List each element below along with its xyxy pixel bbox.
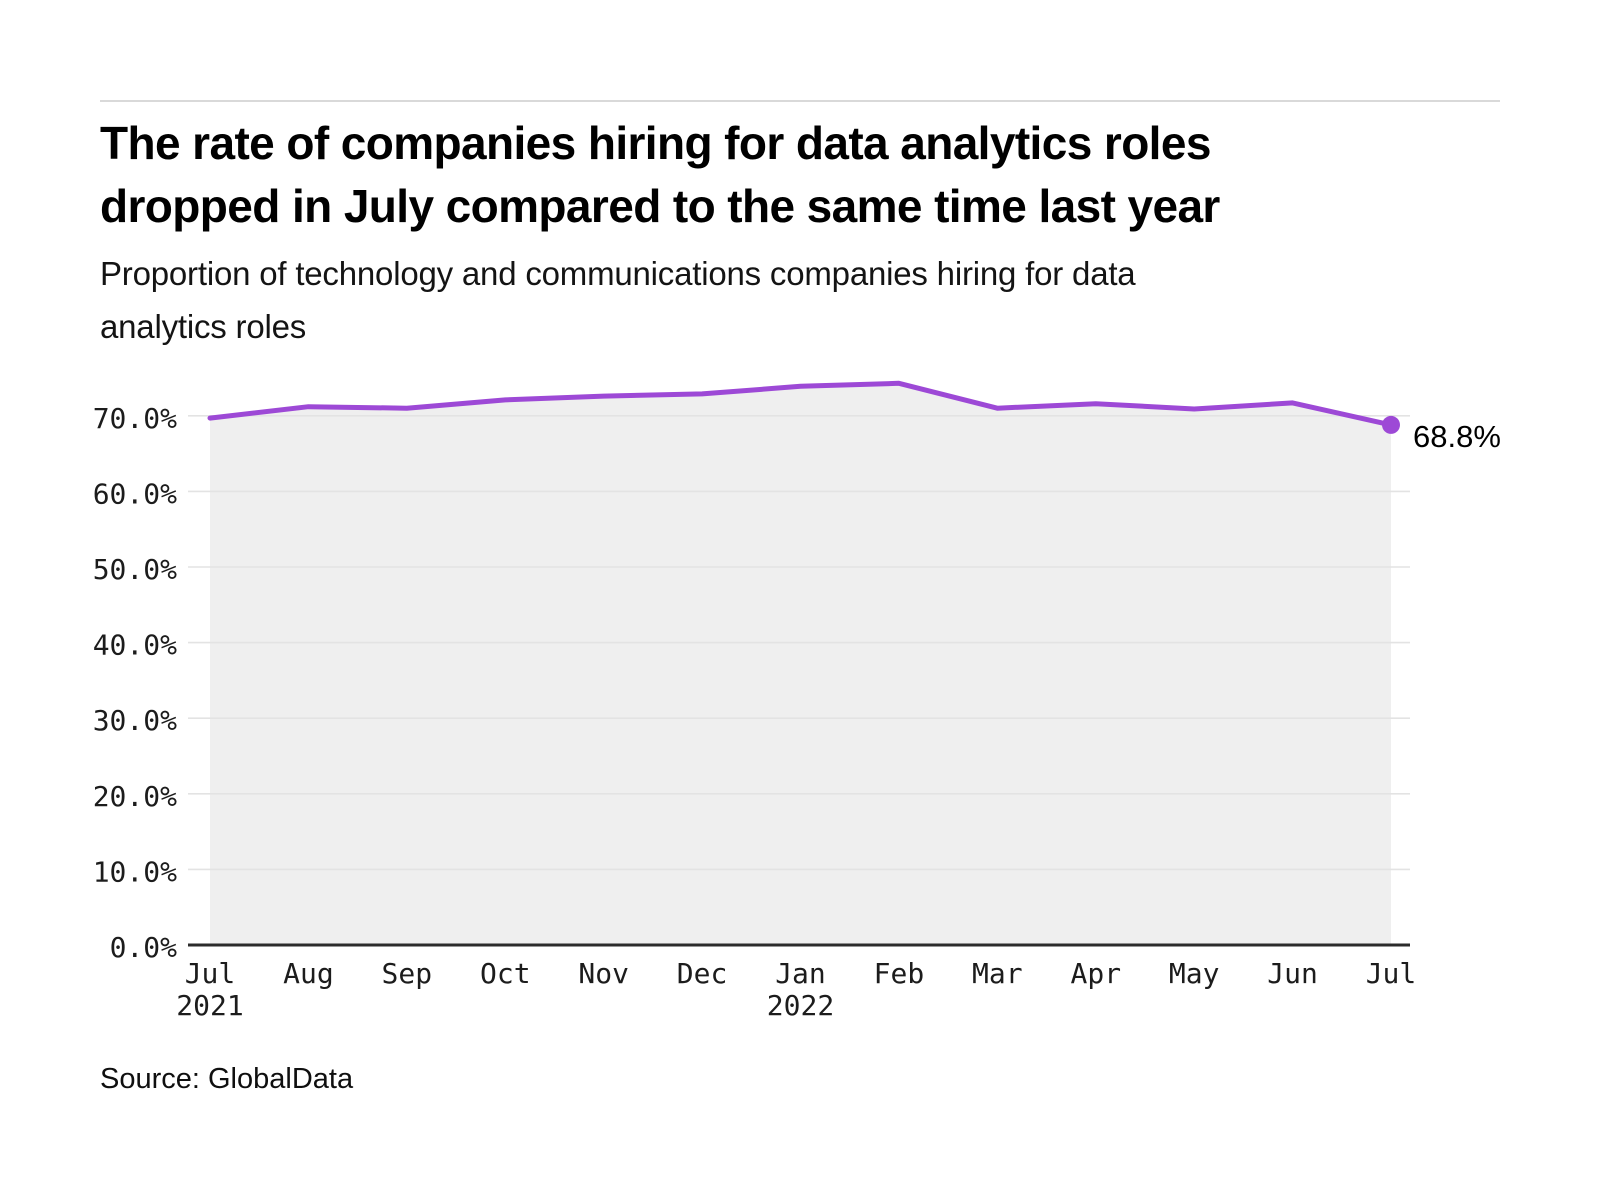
- y-tick-label-10: 10.0%: [93, 855, 177, 888]
- y-tick-label-70: 70.0%: [93, 402, 177, 435]
- page-title-line-2: dropped in July compared to the same tim…: [100, 180, 1220, 232]
- x-tick-label-sep: Sep: [382, 957, 433, 990]
- x-tick-label-jan: Jan: [775, 957, 826, 990]
- chart-subtitle: Proportion of technology and communicati…: [100, 247, 1500, 353]
- y-tick-label-20: 20.0%: [93, 780, 177, 813]
- x-tick-label-aug: Aug: [283, 957, 334, 990]
- x-tick-label-jul: Jul: [185, 957, 236, 990]
- latest-value-label: 68.8%: [1413, 419, 1501, 454]
- source-attribution: Source: GlobalData: [100, 1063, 354, 1095]
- x-tick-label-oct: Oct: [480, 957, 531, 990]
- y-tick-label-0: 0.0%: [110, 931, 178, 964]
- chart-subtitle-line-2: analytics roles: [100, 308, 307, 345]
- y-tick-label-40: 40.0%: [93, 629, 177, 662]
- header-divider-line: [100, 100, 1500, 102]
- page-title: The rate of companies hiring for data an…: [100, 112, 1500, 238]
- x-tick-label-jun: Jun: [1267, 957, 1318, 990]
- page-title-line-1: The rate of companies hiring for data an…: [100, 117, 1211, 169]
- x-tick-label-feb: Feb: [874, 957, 925, 990]
- x-tick-label-dec: Dec: [677, 957, 728, 990]
- latest-point-dot: [1382, 415, 1400, 434]
- year-label-2021: 2021: [176, 989, 243, 1022]
- y-tick-label-60: 60.0%: [93, 477, 177, 510]
- year-label-2022: 2022: [767, 989, 834, 1022]
- y-tick-label-30: 30.0%: [93, 704, 177, 737]
- trend-line: [207, 380, 1394, 428]
- x-tick-label-jul: Jul: [1366, 957, 1417, 990]
- chart-subtitle-line-1: Proportion of technology and communicati…: [100, 255, 1136, 292]
- x-tick-label-mar: Mar: [972, 957, 1023, 990]
- x-tick-label-may: May: [1169, 957, 1220, 990]
- chart-area-fill: [210, 383, 1391, 944]
- x-tick-label-nov: Nov: [578, 957, 629, 990]
- y-tick-label-50: 50.0%: [93, 553, 177, 586]
- x-tick-label-apr: Apr: [1071, 957, 1122, 990]
